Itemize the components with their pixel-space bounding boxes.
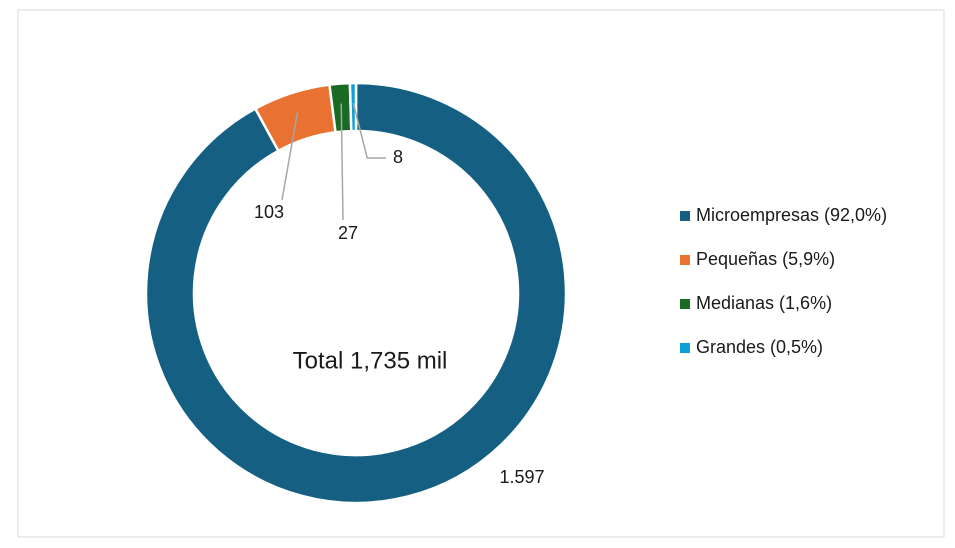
leader-line [281, 112, 299, 201]
data-label: 8 [393, 147, 403, 167]
leader-line [340, 103, 344, 221]
donut-slice [144, 81, 568, 505]
legend-label: Microempresas (92,0%) [696, 205, 887, 225]
data-label: 1.597 [499, 467, 544, 487]
donut-slice [348, 81, 358, 133]
legend-swatch [680, 299, 690, 309]
leader-line [352, 102, 386, 159]
legend-swatch [680, 211, 690, 221]
data-label: 27 [338, 223, 358, 243]
center-annotation: Total 1,735 mil [293, 347, 448, 374]
data-label: 103 [254, 202, 284, 222]
legend-label: Pequeñas (5,9%) [696, 249, 835, 269]
legend-label: Medianas (1,6%) [696, 293, 832, 313]
legend-swatch [680, 343, 690, 353]
legend-swatch [680, 255, 690, 265]
legend-label: Grandes (0,5%) [696, 337, 823, 357]
